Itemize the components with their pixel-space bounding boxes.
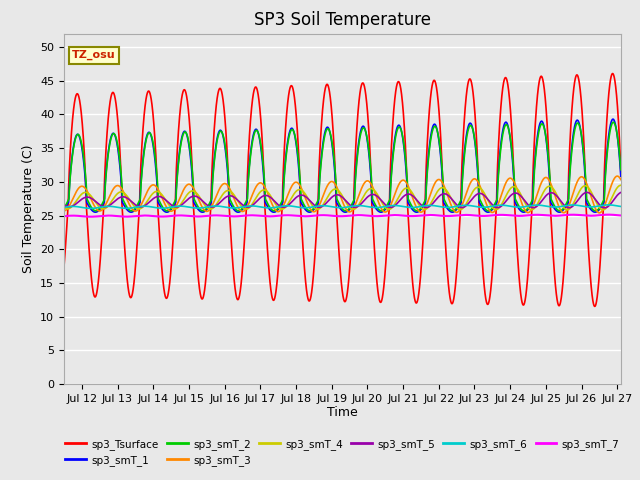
- sp3_smT_1: [476, 200, 483, 206]
- sp3_smT_7: [60, 213, 68, 219]
- sp3_smT_6: [60, 204, 68, 210]
- sp3_smT_5: [476, 191, 483, 196]
- sp3_smT_3: [161, 202, 169, 207]
- sp3_smT_7: [605, 212, 612, 217]
- sp3_smT_5: [422, 204, 430, 210]
- sp3_smT_3: [596, 210, 604, 216]
- sp3_smT_5: [617, 190, 625, 195]
- sp3_Tsurface: [518, 298, 525, 304]
- sp3_smT_6: [518, 204, 525, 210]
- Line: sp3_smT_6: sp3_smT_6: [64, 205, 621, 208]
- sp3_smT_2: [609, 120, 617, 125]
- sp3_smT_1: [609, 116, 617, 122]
- sp3_smT_4: [161, 196, 169, 202]
- Y-axis label: Soil Temperature (C): Soil Temperature (C): [22, 144, 35, 273]
- Line: sp3_smT_5: sp3_smT_5: [64, 192, 621, 208]
- sp3_smT_6: [273, 204, 281, 210]
- sp3_smT_7: [394, 212, 402, 218]
- sp3_Tsurface: [60, 264, 68, 270]
- sp3_smT_4: [60, 204, 68, 210]
- sp3_smT_6: [476, 204, 483, 210]
- Line: sp3_smT_7: sp3_smT_7: [64, 215, 621, 216]
- sp3_smT_3: [518, 200, 525, 206]
- sp3_smT_7: [518, 213, 525, 219]
- sp3_smT_1: [60, 206, 68, 212]
- sp3_smT_1: [273, 208, 281, 214]
- Line: sp3_Tsurface: sp3_Tsurface: [64, 73, 621, 306]
- sp3_smT_2: [235, 208, 243, 214]
- Line: sp3_smT_2: sp3_smT_2: [64, 122, 621, 211]
- sp3_smT_3: [273, 208, 280, 214]
- sp3_Tsurface: [617, 169, 625, 175]
- sp3_smT_2: [394, 125, 402, 131]
- sp3_Tsurface: [591, 303, 598, 309]
- sp3_smT_3: [617, 177, 625, 182]
- sp3_smT_1: [617, 173, 625, 179]
- sp3_smT_4: [617, 182, 625, 188]
- sp3_smT_7: [476, 213, 483, 219]
- sp3_smT_2: [476, 196, 483, 202]
- Legend: sp3_Tsurface, sp3_smT_1, sp3_smT_2, sp3_smT_3, sp3_smT_4, sp3_smT_5, sp3_smT_6, : sp3_Tsurface, sp3_smT_1, sp3_smT_2, sp3_…: [61, 435, 623, 470]
- sp3_Tsurface: [273, 282, 280, 288]
- X-axis label: Time: Time: [327, 407, 358, 420]
- sp3_smT_4: [273, 203, 280, 209]
- sp3_smT_7: [617, 213, 625, 218]
- sp3_smT_3: [613, 173, 621, 179]
- sp3_smT_1: [422, 182, 430, 188]
- Line: sp3_smT_1: sp3_smT_1: [64, 119, 621, 212]
- sp3_smT_6: [617, 204, 625, 209]
- Line: sp3_smT_4: sp3_smT_4: [64, 185, 621, 210]
- sp3_smT_5: [161, 197, 169, 203]
- sp3_smT_2: [273, 207, 281, 213]
- Line: sp3_smT_3: sp3_smT_3: [64, 176, 621, 213]
- sp3_smT_1: [92, 209, 99, 215]
- sp3_smT_5: [583, 190, 591, 195]
- sp3_smT_2: [422, 187, 430, 192]
- sp3_smT_2: [617, 167, 625, 173]
- sp3_smT_6: [422, 203, 430, 208]
- sp3_Tsurface: [476, 212, 483, 218]
- sp3_Tsurface: [394, 79, 402, 85]
- sp3_smT_4: [518, 193, 525, 199]
- sp3_smT_5: [394, 200, 402, 205]
- sp3_smT_3: [394, 183, 402, 189]
- sp3_smT_7: [422, 212, 430, 218]
- sp3_smT_4: [422, 206, 430, 212]
- sp3_smT_5: [601, 205, 609, 211]
- sp3_smT_4: [394, 195, 402, 201]
- sp3_Tsurface: [609, 71, 616, 76]
- sp3_smT_3: [476, 182, 483, 188]
- sp3_smT_7: [87, 214, 95, 219]
- sp3_smT_6: [161, 205, 169, 211]
- sp3_smT_6: [394, 203, 402, 209]
- sp3_smT_2: [161, 207, 169, 213]
- sp3_smT_3: [60, 208, 68, 214]
- sp3_Tsurface: [422, 166, 430, 172]
- sp3_smT_7: [161, 214, 169, 219]
- Title: SP3 Soil Temperature: SP3 Soil Temperature: [254, 11, 431, 29]
- sp3_smT_2: [518, 207, 525, 213]
- sp3_smT_5: [518, 194, 525, 200]
- sp3_smT_1: [518, 209, 525, 215]
- sp3_smT_3: [422, 203, 430, 209]
- sp3_smT_4: [599, 207, 607, 213]
- sp3_smT_6: [87, 205, 95, 211]
- sp3_smT_1: [161, 209, 169, 215]
- sp3_smT_2: [60, 205, 68, 211]
- sp3_smT_4: [476, 185, 483, 191]
- sp3_smT_5: [60, 202, 68, 208]
- sp3_smT_6: [605, 202, 612, 208]
- sp3_smT_5: [273, 201, 280, 206]
- sp3_smT_1: [394, 123, 402, 129]
- Text: TZ_osu: TZ_osu: [72, 50, 116, 60]
- sp3_smT_7: [273, 213, 281, 219]
- sp3_Tsurface: [161, 293, 169, 299]
